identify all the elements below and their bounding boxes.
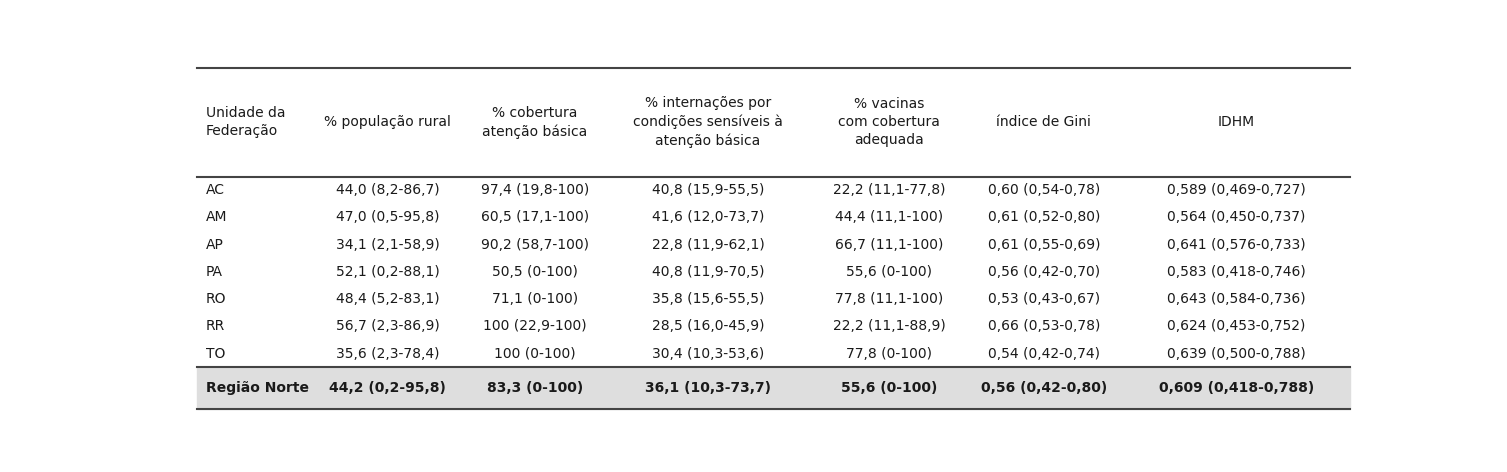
Text: % cobertura
atenção básica: % cobertura atenção básica xyxy=(482,106,588,139)
Text: 55,6 (0-100): 55,6 (0-100) xyxy=(845,265,933,279)
Text: PA: PA xyxy=(206,265,223,279)
Text: 97,4 (19,8-100): 97,4 (19,8-100) xyxy=(481,183,589,197)
Text: 0,609 (0,418-0,788): 0,609 (0,418-0,788) xyxy=(1159,381,1314,395)
Text: 47,0 (0,5-95,8): 47,0 (0,5-95,8) xyxy=(336,211,439,225)
Text: 0,564 (0,450-0,737): 0,564 (0,450-0,737) xyxy=(1168,211,1305,225)
Text: TO: TO xyxy=(206,347,225,361)
Text: 100 (0-100): 100 (0-100) xyxy=(494,347,576,361)
Text: 0,643 (0,584-0,736): 0,643 (0,584-0,736) xyxy=(1168,292,1307,306)
Text: 44,0 (8,2-86,7): 44,0 (8,2-86,7) xyxy=(336,183,440,197)
Text: IDHM: IDHM xyxy=(1218,115,1255,129)
Text: AP: AP xyxy=(206,238,223,252)
Text: 0,639 (0,500-0,788): 0,639 (0,500-0,788) xyxy=(1168,347,1307,361)
Text: 22,8 (11,9-62,1): 22,8 (11,9-62,1) xyxy=(651,238,764,252)
Text: 0,60 (0,54-0,78): 0,60 (0,54-0,78) xyxy=(987,183,1100,197)
Text: 0,53 (0,43-0,67): 0,53 (0,43-0,67) xyxy=(987,292,1100,306)
Text: Unidade da
Federação: Unidade da Federação xyxy=(206,106,285,138)
Text: RR: RR xyxy=(206,320,225,334)
Text: 36,1 (10,3-73,7): 36,1 (10,3-73,7) xyxy=(645,381,772,395)
Text: 60,5 (17,1-100): 60,5 (17,1-100) xyxy=(481,211,589,225)
Text: 0,56 (0,42-0,80): 0,56 (0,42-0,80) xyxy=(981,381,1108,395)
Text: AC: AC xyxy=(206,183,225,197)
Text: 0,54 (0,42-0,74): 0,54 (0,42-0,74) xyxy=(989,347,1100,361)
Text: 40,8 (11,9-70,5): 40,8 (11,9-70,5) xyxy=(653,265,764,279)
Text: 77,8 (0-100): 77,8 (0-100) xyxy=(845,347,933,361)
Text: 22,2 (11,1-77,8): 22,2 (11,1-77,8) xyxy=(833,183,945,197)
Text: 0,624 (0,453-0,752): 0,624 (0,453-0,752) xyxy=(1168,320,1305,334)
Text: 0,61 (0,55-0,69): 0,61 (0,55-0,69) xyxy=(987,238,1100,252)
Text: 35,8 (15,6-55,5): 35,8 (15,6-55,5) xyxy=(653,292,764,306)
Text: 71,1 (0-100): 71,1 (0-100) xyxy=(491,292,577,306)
Text: 0,66 (0,53-0,78): 0,66 (0,53-0,78) xyxy=(987,320,1100,334)
Text: 0,61 (0,52-0,80): 0,61 (0,52-0,80) xyxy=(987,211,1100,225)
Text: 22,2 (11,1-88,9): 22,2 (11,1-88,9) xyxy=(833,320,945,334)
Text: % internações por
condições sensíveis à
atenção básica: % internações por condições sensíveis à … xyxy=(633,96,784,148)
Text: % vacinas
com cobertura
adequada: % vacinas com cobertura adequada xyxy=(838,97,940,147)
Text: 34,1 (2,1-58,9): 34,1 (2,1-58,9) xyxy=(336,238,440,252)
Text: 66,7 (11,1-100): 66,7 (11,1-100) xyxy=(835,238,943,252)
Text: 55,6 (0-100): 55,6 (0-100) xyxy=(841,381,937,395)
Text: 77,8 (11,1-100): 77,8 (11,1-100) xyxy=(835,292,943,306)
Text: 0,589 (0,469-0,727): 0,589 (0,469-0,727) xyxy=(1168,183,1307,197)
Text: 0,641 (0,576-0,733): 0,641 (0,576-0,733) xyxy=(1168,238,1307,252)
Text: 35,6 (2,3-78,4): 35,6 (2,3-78,4) xyxy=(336,347,439,361)
Text: 28,5 (16,0-45,9): 28,5 (16,0-45,9) xyxy=(653,320,764,334)
Text: 83,3 (0-100): 83,3 (0-100) xyxy=(487,381,583,395)
Text: 44,4 (11,1-100): 44,4 (11,1-100) xyxy=(835,211,943,225)
Text: índice de Gini: índice de Gini xyxy=(996,115,1091,129)
Text: % população rural: % população rural xyxy=(324,115,451,129)
Text: 0,583 (0,418-0,746): 0,583 (0,418-0,746) xyxy=(1168,265,1307,279)
Text: 40,8 (15,9-55,5): 40,8 (15,9-55,5) xyxy=(653,183,764,197)
Text: Região Norte: Região Norte xyxy=(206,381,309,395)
Bar xyxy=(196,367,1350,409)
Text: 90,2 (58,7-100): 90,2 (58,7-100) xyxy=(481,238,589,252)
Text: 48,4 (5,2-83,1): 48,4 (5,2-83,1) xyxy=(336,292,440,306)
Text: 52,1 (0,2-88,1): 52,1 (0,2-88,1) xyxy=(336,265,440,279)
Text: 0,56 (0,42-0,70): 0,56 (0,42-0,70) xyxy=(987,265,1100,279)
Text: 30,4 (10,3-53,6): 30,4 (10,3-53,6) xyxy=(653,347,764,361)
Text: 100 (22,9-100): 100 (22,9-100) xyxy=(482,320,586,334)
Text: 41,6 (12,0-73,7): 41,6 (12,0-73,7) xyxy=(653,211,764,225)
Text: RO: RO xyxy=(206,292,226,306)
Text: 44,2 (0,2-95,8): 44,2 (0,2-95,8) xyxy=(329,381,446,395)
Text: AM: AM xyxy=(206,211,228,225)
Text: 56,7 (2,3-86,9): 56,7 (2,3-86,9) xyxy=(336,320,440,334)
Text: 50,5 (0-100): 50,5 (0-100) xyxy=(491,265,577,279)
